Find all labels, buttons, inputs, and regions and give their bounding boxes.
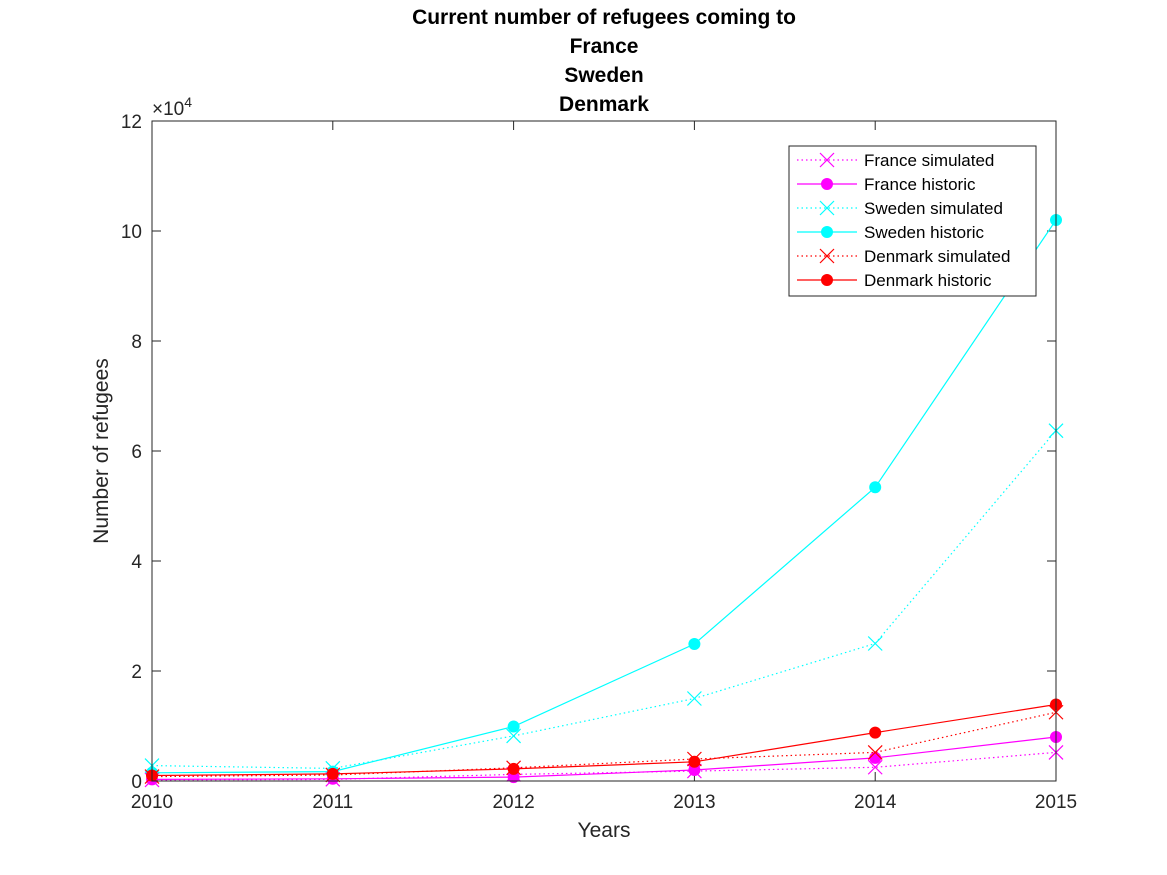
legend-marker [822, 227, 833, 238]
denmark-historic-point [689, 756, 700, 767]
chart-title-line-3: Sweden [564, 64, 643, 87]
chart-title-line-1: Current number of refugees coming to [412, 6, 796, 29]
denmark-historic-point [508, 763, 519, 774]
y-tick-label: 2 [131, 662, 142, 683]
legend-label: Sweden simulated [864, 199, 1003, 218]
legend-label: France historic [864, 175, 976, 194]
y-tick-label: 12 [121, 112, 142, 133]
series-denmark-historic [147, 699, 1062, 781]
legend: France simulated France historic Sweden si… [789, 146, 1036, 296]
y-exponent-label: ×104 [152, 94, 192, 120]
x-tick-label: 2010 [131, 792, 173, 813]
y-axis-label: Number of refugees [90, 358, 113, 544]
x-tick-label: 2012 [492, 792, 534, 813]
sweden-historic-point [870, 482, 881, 493]
sweden-historic-point [689, 639, 700, 650]
denmark-historic-point [870, 727, 881, 738]
x-axis-label: Years [578, 819, 631, 842]
series-sweden-historic [147, 215, 1062, 779]
series-france-historic [147, 732, 1062, 785]
x-tick-label: 2015 [1035, 792, 1077, 813]
sweden-simulated-line [152, 431, 1056, 769]
legend-label: Denmark historic [864, 271, 992, 290]
sweden-historic-line [152, 220, 1056, 773]
x-tick-label: 2014 [854, 792, 897, 813]
denmark-historic-line [152, 705, 1056, 776]
series-sweden-simulated [145, 424, 1063, 776]
sweden-historic-point [508, 721, 519, 732]
y-tick-label: 0 [131, 772, 142, 793]
denmark-simulated-line [152, 712, 1056, 776]
y-tick-label: 10 [121, 222, 142, 243]
chart-title-line-2: France [570, 35, 639, 58]
x-tick-label: 2011 [312, 792, 353, 813]
sweden-simulated-point [687, 692, 701, 706]
sweden-simulated-point [868, 637, 882, 651]
series-layer [145, 215, 1063, 787]
legend-label: Sweden historic [864, 223, 985, 242]
denmark-historic-point [327, 768, 338, 779]
y-tick-label: 4 [131, 552, 142, 573]
legend-label: Denmark simulated [864, 247, 1010, 266]
y-tick-label: 6 [131, 442, 142, 463]
y-tick-label: 8 [131, 332, 142, 353]
legend-label: France simulated [864, 151, 994, 170]
legend-marker [822, 275, 833, 286]
legend-marker [822, 179, 833, 190]
chart-title-line-4: Denmark [559, 93, 649, 116]
chart-title: Current number of refugees coming to Fra… [412, 6, 796, 116]
x-tick-label: 2013 [673, 792, 715, 813]
france-historic-point [870, 752, 881, 763]
france-historic-line [152, 737, 1056, 779]
